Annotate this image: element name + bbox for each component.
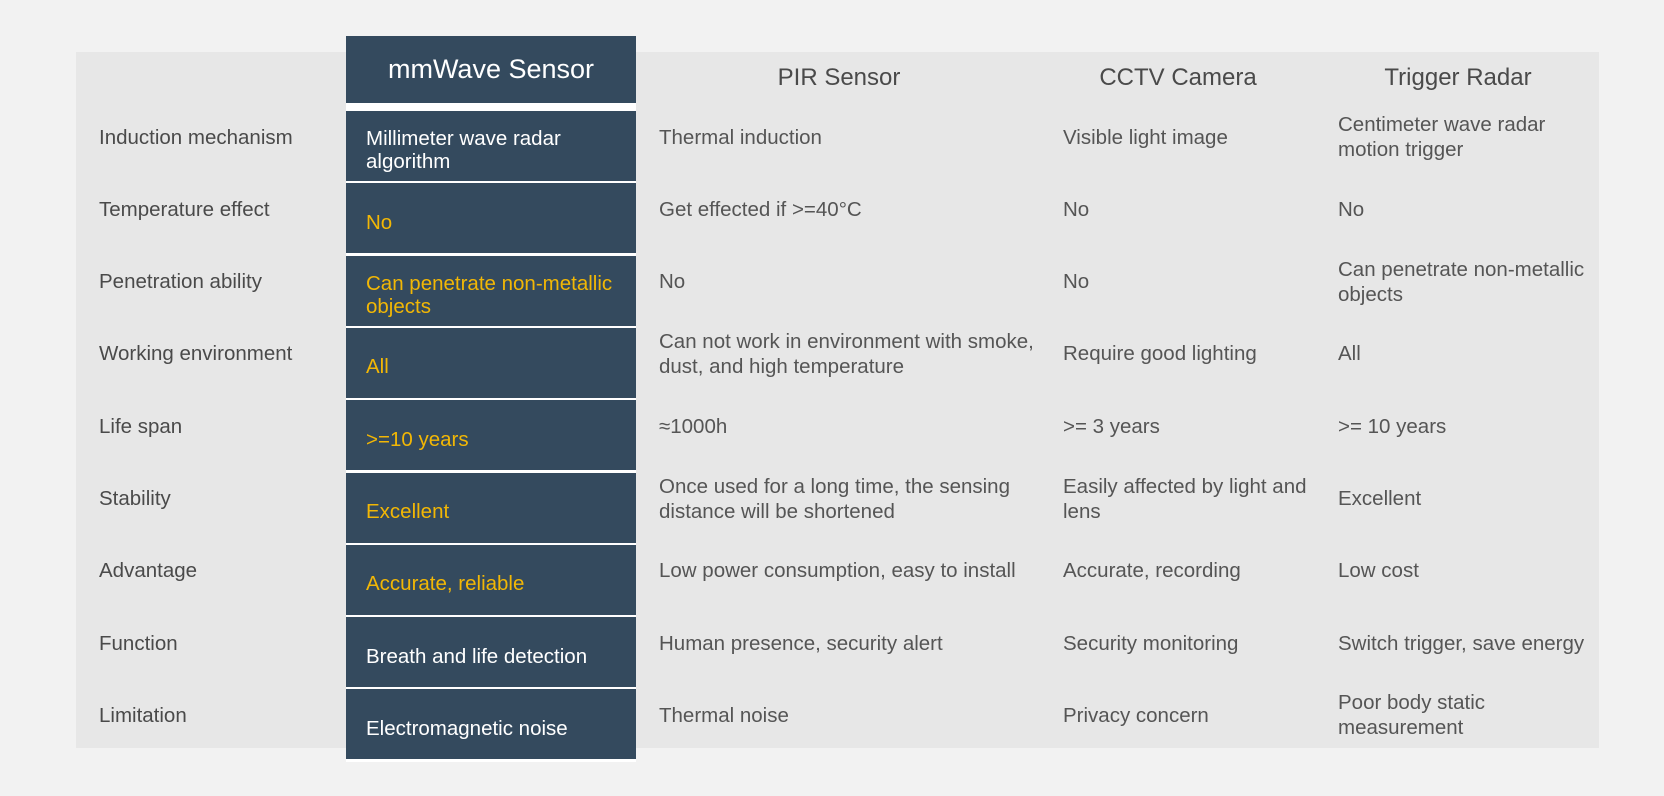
trigger-cell: Poor body static measurement — [1338, 691, 1485, 740]
trigger-cell: Can penetrate non-metallic objects — [1338, 257, 1585, 306]
row-label: Limitation — [99, 703, 187, 727]
cctv-cell: No — [1063, 270, 1090, 294]
comparison-table-background — [76, 52, 1599, 748]
table-row: Induction mechanism Millimeter wave radar… — [0, 111, 1664, 181]
mmwave-cell: Accurate, reliable — [346, 544, 636, 615]
pir-cell: Once used for a long time, the sensing d… — [659, 474, 1010, 523]
row-label: Stability — [99, 487, 171, 510]
trigger-cell: Excellent — [1338, 487, 1422, 510]
mmwave-cell: All — [346, 327, 636, 398]
pir-cell: ≈1000h — [659, 414, 728, 438]
table-row: Penetration ability Can penetrate non-met… — [0, 255, 1664, 326]
table-row: Function Breath and life detection Human p… — [0, 617, 1664, 688]
mmwave-cell: Millimeter wave radar algorithm — [346, 111, 636, 181]
table-row: Stability Excellent Once used for a long t… — [0, 472, 1664, 543]
mmwave-cell: Excellent — [346, 472, 636, 543]
row-label: Temperature effect — [99, 197, 270, 221]
header-trigger-radar: Trigger Radar — [1384, 63, 1532, 91]
trigger-cell: All — [1338, 342, 1361, 366]
header-mmwave-sensor: mmWave Sensor — [346, 36, 636, 103]
table-row: Advantage Accurate, reliable Low power con… — [0, 544, 1664, 615]
pir-cell: No — [659, 270, 686, 294]
trigger-cell: Centimeter wave radar motion trigger — [1338, 113, 1546, 161]
cctv-cell: Easily affected by light and lens — [1063, 474, 1307, 523]
trigger-cell: No — [1338, 197, 1365, 221]
row-label: Penetration ability — [99, 270, 262, 294]
cctv-cell: Security monitoring — [1063, 631, 1239, 655]
cctv-cell: Require good lighting — [1063, 342, 1257, 366]
row-label: Function — [99, 631, 178, 655]
mmwave-cell: Electromagnetic noise — [346, 689, 636, 760]
cctv-cell: Accurate, recording — [1063, 559, 1241, 583]
row-label: Advantage — [99, 559, 198, 583]
table-row: Temperature effect No Get effected if >=40… — [0, 183, 1664, 254]
header-cctv-camera: CCTV Camera — [1099, 63, 1257, 91]
cctv-cell: No — [1063, 197, 1090, 221]
table-row: Limitation Electromagnetic noise Thermal n… — [0, 689, 1664, 760]
pir-cell: Low power consumption, easy to install — [659, 559, 1016, 583]
pir-cell: Human presence, security alert — [659, 631, 943, 655]
cctv-cell: Visible light image — [1063, 125, 1228, 149]
trigger-cell: Switch trigger, save energy — [1338, 631, 1585, 655]
cctv-cell: >= 3 years — [1063, 414, 1160, 438]
mmwave-cell: >=10 years — [346, 400, 636, 471]
pir-cell: Thermal noise — [659, 703, 789, 727]
mmwave-cell: Can penetrate non-metallic objects — [346, 255, 636, 326]
pir-cell: Get effected if >=40°C — [659, 197, 862, 221]
trigger-cell: Low cost — [1338, 559, 1419, 583]
header-pir-sensor: PIR Sensor — [777, 63, 901, 91]
pir-cell: Thermal induction — [659, 125, 822, 149]
cctv-cell: Privacy concern — [1063, 703, 1209, 727]
row-label: Induction mechanism — [99, 125, 293, 149]
table-row: Life span >=10 years ≈1000h >= 3 years >= 10… — [0, 400, 1664, 471]
trigger-cell: >= 10 years — [1338, 414, 1447, 438]
row-label: Working environment — [99, 342, 293, 366]
row-label: Life span — [99, 414, 183, 438]
table-row: Working environment All Can not work in en… — [0, 327, 1664, 398]
pir-cell: Can not work in environment with smoke, … — [659, 329, 1034, 378]
mmwave-cell: Breath and life detection — [346, 617, 636, 688]
mmwave-cell: No — [346, 183, 636, 254]
